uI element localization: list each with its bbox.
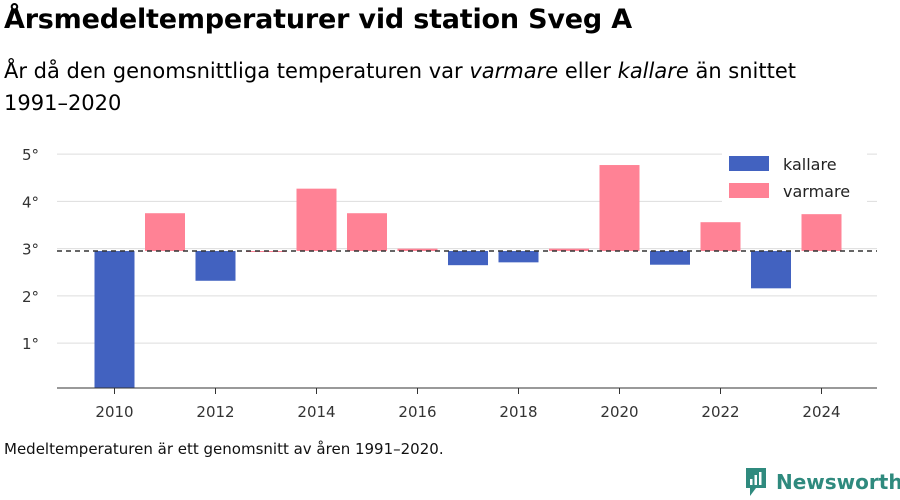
chart-subtitle: År då den genomsnittliga temperaturen va… (4, 55, 864, 119)
x-tick-label: 2016 (398, 403, 436, 421)
legend-swatch-varmare (729, 183, 769, 198)
bar-varmare (296, 188, 337, 252)
legend-label-kallare: kallare (783, 155, 837, 174)
legend-swatch-kallare (729, 156, 769, 171)
x-tick-label: 2010 (95, 403, 133, 421)
bar-varmare (801, 214, 842, 252)
x-tick-label: 2020 (600, 403, 638, 421)
x-tick-label: 2014 (297, 403, 335, 421)
y-tick-label: 3° (22, 241, 39, 259)
subtitle-part-1: År då den genomsnittliga temperaturen va… (4, 59, 470, 83)
bar-varmare (347, 213, 387, 252)
legend-label-varmare: varmare (783, 182, 850, 201)
subtitle-cold-word: kallare (617, 59, 689, 83)
bar-kallare (195, 251, 236, 281)
subtitle-part-2: eller (558, 59, 618, 83)
bar-varmare (397, 248, 438, 252)
y-tick-label: 1° (22, 335, 39, 353)
x-tick-label: 2012 (196, 403, 234, 421)
bar-varmare (599, 165, 640, 252)
bar-kallare (94, 251, 135, 388)
bar-varmare (549, 248, 589, 252)
y-tick-label: 5° (22, 146, 39, 164)
brand-name: Newsworthy (776, 470, 900, 494)
brand: Newsworthy (744, 466, 900, 498)
bar-kallare (448, 251, 488, 266)
y-tick-label: 2° (22, 288, 39, 306)
subtitle-part-3: än snittet 1991–2020 (4, 59, 797, 115)
chart-title: Årsmedeltemperaturer vid station Sveg A (4, 4, 632, 35)
x-tick-label: 2022 (701, 403, 739, 421)
newsworthy-logo-icon (746, 468, 766, 496)
footnote: Medeltemperaturen är ett genomsnitt av å… (4, 440, 444, 458)
bar-kallare (650, 251, 690, 265)
bar-kallare (498, 251, 539, 263)
x-tick-label: 2024 (802, 403, 840, 421)
bar-varmare (145, 213, 185, 252)
subtitle-warm-word: varmare (469, 59, 559, 83)
y-tick-label: 4° (22, 193, 39, 211)
x-tick-label: 2018 (499, 403, 537, 421)
bar-kallare (751, 251, 791, 289)
bar-varmare (700, 222, 741, 252)
bar-chart: 1° 2° 3° 4° 5° 2010 2012 2014 2016 2018 2020 2022 20… (22, 146, 877, 421)
